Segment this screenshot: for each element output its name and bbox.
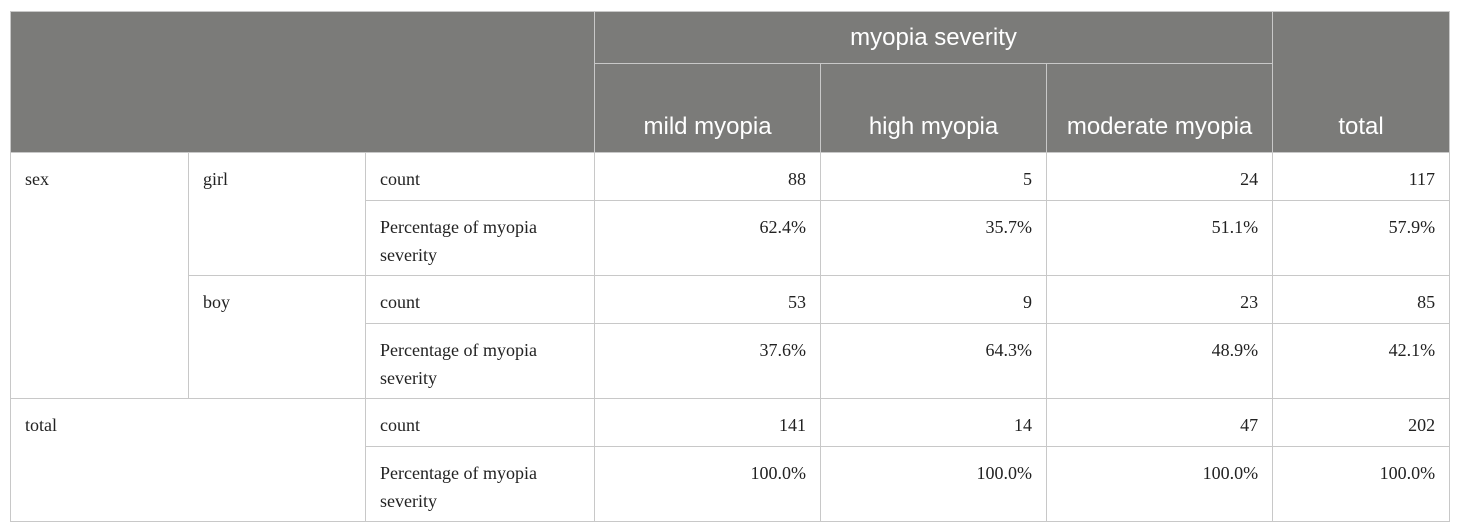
row-metric-percentage: Percentage of myopia severity [364, 446, 596, 522]
cell-girl-count-moderate: 24 [1046, 152, 1274, 201]
table-row: Percentage of myopia severity 37.6% 64.3… [11, 323, 1451, 399]
header-mild-myopia: mild myopia [594, 63, 822, 153]
cell-boy-pct-moderate: 48.9% [1046, 323, 1274, 399]
header-row-columns: mild myopia high myopia moderate myopia [11, 63, 1450, 153]
cell-girl-count-high: 5 [820, 152, 1048, 201]
cell-total-pct-moderate: 100.0% [1046, 446, 1274, 522]
header-total: total [1272, 11, 1451, 153]
table-row: Percentage of myopia severity 62.4% 35.7… [11, 200, 1451, 276]
cell-total-count-moderate: 47 [1046, 398, 1274, 447]
row-metric-count: count [364, 275, 596, 324]
cell-girl-count-total: 117 [1272, 152, 1451, 201]
row-label-boy: boy [188, 275, 366, 399]
cell-total-pct-high: 100.0% [820, 446, 1048, 522]
header-moderate-myopia: moderate myopia [1046, 63, 1274, 153]
cell-total-count-mild: 141 [594, 398, 822, 447]
row-metric-count: count [364, 152, 596, 201]
table-row: total count 141 14 47 202 [10, 398, 1451, 522]
cell-girl-pct-moderate: 51.1% [1046, 200, 1274, 276]
cell-total-pct-mild: 100.0% [594, 446, 822, 522]
table-row: Percentage of myopia severity 100.0% 100… [11, 446, 1451, 522]
cell-boy-count-mild: 53 [594, 275, 822, 324]
cell-girl-pct-total: 57.9% [1272, 200, 1451, 276]
cell-girl-count-mild: 88 [594, 152, 822, 201]
row-label-total: total [10, 398, 366, 522]
cell-boy-pct-mild: 37.6% [594, 323, 822, 399]
crosstab-table: myopia severity total mild myopia high m… [9, 11, 1451, 522]
table-row: boy count 53 9 23 85 [11, 275, 1451, 399]
cell-boy-count-total: 85 [1272, 275, 1451, 324]
cell-boy-count-moderate: 23 [1046, 275, 1274, 324]
table-row: sex girl count 88 5 24 117 [10, 152, 1451, 399]
cell-boy-pct-total: 42.1% [1272, 323, 1451, 399]
header-high-myopia: high myopia [820, 63, 1048, 153]
cell-total-count-total: 202 [1272, 398, 1451, 447]
header-row-group: myopia severity total [9, 11, 1451, 153]
row-group-sex: sex [10, 152, 189, 399]
row-label-girl: girl [188, 152, 366, 276]
cell-boy-count-high: 9 [820, 275, 1048, 324]
cell-girl-pct-high: 35.7% [820, 200, 1048, 276]
row-metric-count: count [364, 398, 596, 447]
cell-girl-pct-mild: 62.4% [594, 200, 822, 276]
header-corner [9, 11, 596, 153]
cell-total-count-high: 14 [820, 398, 1048, 447]
cell-total-pct-total: 100.0% [1272, 446, 1451, 522]
table-header: myopia severity total mild myopia high m… [9, 11, 1451, 153]
row-metric-percentage: Percentage of myopia severity [364, 323, 596, 399]
cell-boy-pct-high: 64.3% [820, 323, 1048, 399]
table-body: sex girl count 88 5 24 117 Percentage of… [10, 152, 1451, 522]
header-group-myopia-severity: myopia severity [594, 11, 1274, 64]
row-metric-percentage: Percentage of myopia severity [364, 200, 596, 276]
